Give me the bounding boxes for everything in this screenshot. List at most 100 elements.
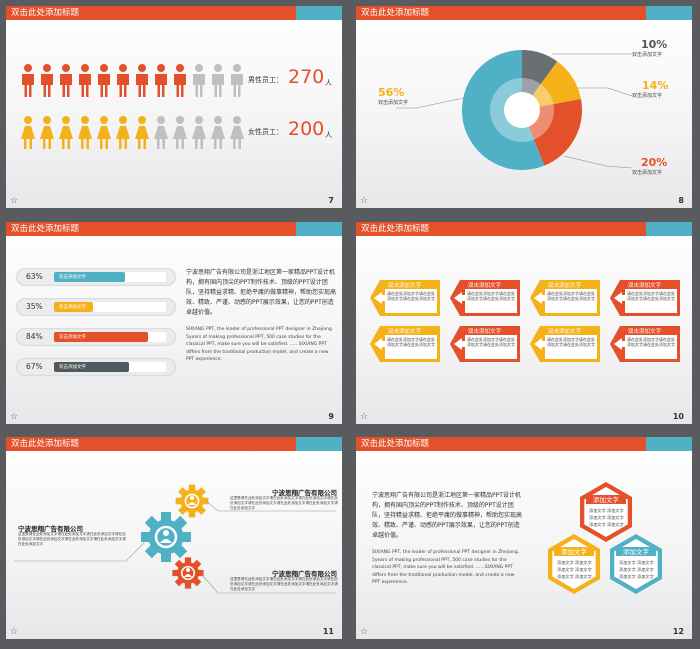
gear-icon <box>141 512 191 562</box>
slide-title: 双击此处添加标题 <box>361 224 430 234</box>
female-unit: 人 <box>325 131 332 139</box>
slide-12-thumbnail[interactable]: 双击此处添加标题 宁波思翔广告有限公司是浙江地区第一家精品PPT设计机构，拥有国… <box>356 437 692 639</box>
progress-track: 双击添加文字 <box>54 272 166 282</box>
arrow-shape <box>610 280 680 316</box>
hexagon-item: 添加文字 <box>575 566 592 573</box>
arrow-card: 双击添加文字 请在此处添加文字请在此处添加文字请在此处添加文字 <box>370 280 440 316</box>
slide-number: 7 <box>328 196 334 205</box>
card-title: 双击添加文字 <box>468 329 502 335</box>
progress-fill <box>54 302 93 312</box>
arrow-shape <box>450 326 520 362</box>
progress-fill <box>54 362 129 372</box>
arrow-card: 双击添加文字 请在此处添加文字请在此处添加文字请在此处添加文字 <box>610 280 680 316</box>
progress-percent: 63% <box>26 272 43 281</box>
progress-label: 双击添加文字 <box>59 305 86 310</box>
arrow-shape <box>370 326 440 362</box>
slide-header: 双击此处添加标题 <box>6 437 342 451</box>
star-icon: ☆ <box>360 196 369 206</box>
progress-track: 双击添加文字 <box>54 302 166 312</box>
hexagon-item: 添加文字 <box>557 573 574 580</box>
slide-7-thumbnail[interactable]: 双击此处添加标题 男性员工： 270 人 <box>6 6 342 208</box>
slide-8-thumbnail[interactable]: 双击此处添加标题 56% 双击添加文字 10% 双击添加文字 14% 双击添加文… <box>356 6 692 208</box>
slide-header: 双击此处添加标题 <box>356 222 692 236</box>
card-title: 双击添加文字 <box>388 329 422 335</box>
female-label: 女性员工： <box>248 128 283 136</box>
gear-text: 这里是请在此处添加文字请在此处添加文字请在此处添加文字请在此处添加文字请在此处添… <box>230 496 338 510</box>
donut-chart <box>396 49 633 170</box>
card-text: 请在此处添加文字请在此处添加文字请在此处添加文字 <box>387 337 435 347</box>
hexagon-item: 添加文字 <box>589 507 606 514</box>
slide-10-thumbnail[interactable]: 双击此处添加标题 双击添加文字 请在此处添加文字请在此处添加文字请在此处添加文字 … <box>356 222 692 424</box>
hexagon-item: 添加文字 <box>637 559 654 566</box>
gear-text: 这里是请在此处添加文字请在此处添加文字请在此处添加文字请在此处添加文字请在此处添… <box>230 577 338 591</box>
progress-label: 双击添加文字 <box>59 275 86 280</box>
callout-text: 双击添加文字 <box>632 93 663 99</box>
card-text: 请在此处添加文字请在此处添加文字请在此处添加文字 <box>387 291 435 301</box>
star-icon: ☆ <box>10 627 19 637</box>
card-text: 请在此处添加文字请在此处添加文字请在此处添加文字 <box>547 291 595 301</box>
star-icon: ☆ <box>360 412 369 422</box>
arrow-shape <box>450 280 520 316</box>
progress-label: 双击添加文字 <box>59 335 86 340</box>
gear-diagram <box>14 484 336 594</box>
male-label: 男性员工： <box>248 76 283 84</box>
hexagon-title-band <box>554 547 594 556</box>
slide-title: 双击此处添加标题 <box>361 8 430 18</box>
progress-row: 35% 双击添加文字 <box>16 298 176 316</box>
star-icon: ☆ <box>10 196 19 206</box>
male-value: 270 <box>288 66 325 88</box>
callout-text: 双击添加文字 <box>632 170 663 176</box>
hexagon-title: 添加文字 <box>623 547 650 556</box>
arrow-card: 双击添加文字 请在此处添加文字请在此处添加文字请在此处添加文字 <box>450 280 520 316</box>
card-title: 双击添加文字 <box>548 283 582 289</box>
hexagon-item: 添加文字 <box>557 559 574 566</box>
progress-row: 67% 双击添加文字 <box>16 358 176 376</box>
arrow-card: 双击添加文字请在此处添加文字请在此处添加文字请在此处添加文字 <box>370 326 440 362</box>
progress-percent: 84% <box>26 332 43 341</box>
english-paragraph: SIXIANG PPT, the leader of professional … <box>186 327 334 362</box>
arrow-card: 双击添加文字请在此处添加文字请在此处添加文字请在此处添加文字 <box>530 326 600 362</box>
card-title: 双击添加文字 <box>548 329 582 335</box>
hexagon-item: 添加文字 <box>637 566 654 573</box>
hexagon-item: 添加文字 <box>619 566 636 573</box>
hexagon-title-band <box>616 547 656 556</box>
donut-slice-yellow <box>522 61 581 110</box>
company-name: 宁波思翔广告有限公司 <box>272 489 337 497</box>
card-text: 请在此处添加文字请在此处添加文字请在此处添加文字 <box>627 337 675 347</box>
callout-text: 双击添加文字 <box>632 52 663 58</box>
slide-number: 10 <box>672 412 684 421</box>
card-text: 请在此处添加文字请在此处添加文字请在此处添加文字 <box>627 291 675 301</box>
progress-percent: 67% <box>26 362 43 371</box>
hexagon-item: 添加文字 <box>589 514 606 521</box>
card-text: 请在此处添加文字请在此处添加文字请在此处添加文字 <box>547 337 595 347</box>
arrow-shape <box>530 280 600 316</box>
hexagon-title: 添加文字 <box>561 547 588 556</box>
slide-11-thumbnail[interactable]: 双击此处添加标题 宁波思翔广告有限公司 这 <box>6 437 342 639</box>
card-text: 请在此处添加文字请在此处添加文字请在此处添加文字 <box>467 337 515 347</box>
card-title: 双击添加文字 <box>628 329 662 335</box>
arrow-shape <box>370 280 440 316</box>
callout-pct: 10% <box>641 38 668 51</box>
progress-fill <box>54 272 125 282</box>
hexagon-item: 添加文字 <box>607 507 624 514</box>
female-icon-row <box>21 116 244 149</box>
arrow-shape <box>610 326 680 362</box>
female-value: 200 <box>288 118 325 140</box>
company-name: 宁波思翔广告有限公司 <box>18 525 83 533</box>
callout-pct: 14% <box>642 79 669 92</box>
hexagon-title-band <box>586 495 626 504</box>
hexagon-item: 添加文字 <box>619 573 636 580</box>
progress-label: 双击添加文字 <box>59 365 86 370</box>
slide-9-thumbnail[interactable]: 双击此处添加标题 63% 双击添加文字 35% 双击添加文字 84% 双击添加文字 67% 双… <box>6 222 342 424</box>
hexagon-item: 添加文字 <box>619 559 636 566</box>
slide-header: 双击此处添加标题 <box>356 437 692 451</box>
company-paragraph: 宁波思翔广告有限公司是浙江地区第一家精品PPT设计机构，拥有国内顶尖的PPT制作… <box>372 492 523 539</box>
arrow-card: 双击添加文字请在此处添加文字请在此处添加文字请在此处添加文字 <box>530 280 600 316</box>
gear-icon <box>172 557 204 589</box>
arrow-shape <box>530 326 600 362</box>
english-paragraph: SIXIANG PPT, the leader of professional … <box>372 550 520 585</box>
donut-slice-teal <box>461 49 545 170</box>
card-title: 双击添加文字 <box>468 283 502 289</box>
gear-text: 这里是请在此处添加文字请在此处添加文字请在此处添加文字请在此处添加文字请在此处添… <box>18 532 126 546</box>
hexagon-item: 添加文字 <box>575 573 592 580</box>
